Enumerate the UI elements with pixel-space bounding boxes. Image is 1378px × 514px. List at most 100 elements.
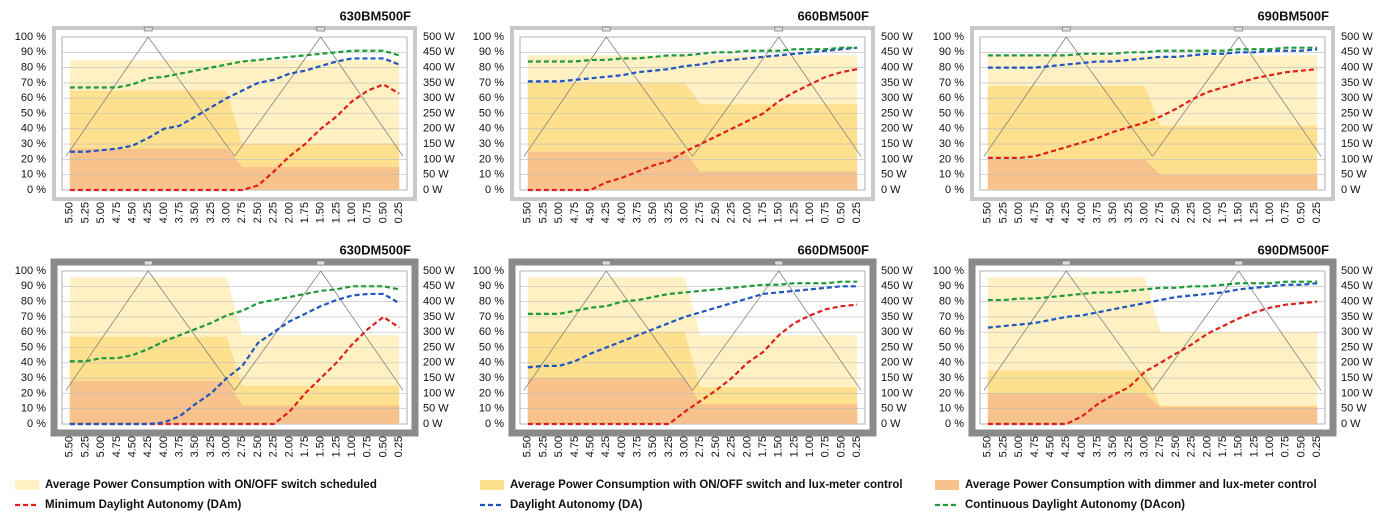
y2-tick-label: 300 W [423,92,455,104]
lamp [1234,26,1244,32]
x-tick-label: 5.00 [95,436,107,457]
y2-tick-label: 250 W [423,341,455,353]
x-tick-label: 3.25 [1123,436,1135,457]
y2-tick-label: 50 W [423,403,449,415]
y-tick-label: 30 % [21,372,46,384]
y-tick-label: 100 % [15,31,46,43]
x-tick-label: 5.00 [1013,202,1025,223]
autonomy-line [527,280,858,315]
power-area [69,148,400,190]
y-tick-label: 90 % [479,280,504,292]
autonomy-line [69,315,400,426]
x-tick-label: 4.00 [616,436,628,457]
x-tick-label: 3.50 [647,202,659,223]
y2-tick-label: 400 W [1341,296,1373,308]
y-tick-label: 20 % [939,153,964,165]
x-tick-label: 3.75 [174,202,186,223]
lamp-cone [983,36,1322,157]
y2-tick-label: 300 W [881,92,913,104]
y2-tick-label: 100 W [423,153,455,165]
x-tick-label: 1.00 [346,202,358,223]
x-tick-label: 5.50 [522,202,534,223]
y2-tick-label: 350 W [1341,311,1373,323]
y-tick-label: 50 % [939,341,964,353]
autonomy-line [987,46,1318,57]
y2-tick-label: 400 W [1341,62,1373,74]
y2-tick-label: 100 W [1341,153,1373,165]
autonomy-line [987,48,1318,69]
y-tick-label: 20 % [939,387,964,399]
y-tick-label: 30 % [479,372,504,384]
chart-title: 690BM500F [1257,8,1329,23]
x-tick-label: 2.75 [1154,436,1166,457]
legend-swatch [480,480,504,490]
x-tick-label: 4.75 [1029,202,1041,223]
y2-tick-label: 250 W [423,107,455,119]
y2-tick-label: 500 W [881,265,913,277]
x-tick-label: 2.25 [726,436,738,457]
x-tick-label: 0.25 [1311,202,1323,223]
x-tick-label: 5.50 [64,202,76,223]
x-tick-label: 3.75 [632,436,644,457]
y-tick-label: 40 % [939,357,964,369]
x-tick-label: 5.00 [95,202,107,223]
x-tick-label: 1.75 [299,436,311,457]
x-tick-label: 2.25 [268,202,280,223]
lamp [601,260,611,266]
x-tick-label: 2.25 [268,436,280,457]
y2-tick-label: 0 W [423,184,443,196]
y-tick-label: 70 % [479,311,504,323]
x-tick-label: 0.50 [377,202,389,223]
y2-tick-label: 100 W [423,387,455,399]
legend-label: Daylight Autonomy (DA) [510,499,643,511]
x-tick-label: 4.75 [111,202,123,223]
y2-tick-label: 300 W [1341,326,1373,338]
x-tick-label: 1.00 [346,436,358,457]
y2-tick-label: 200 W [423,357,455,369]
y2-tick-label: 200 W [423,123,455,135]
y-tick-label: 100 % [933,265,964,277]
legend-label: Continuous Daylight Autonomy (DAcon) [965,499,1185,511]
autonomy-line [69,83,400,192]
x-tick-label: 4.75 [569,436,581,457]
legend-swatch [15,480,39,490]
x-tick-label: 1.00 [804,436,816,457]
y2-tick-label: 350 W [881,77,913,89]
y2-tick-label: 500 W [423,31,455,43]
x-tick-label: 2.00 [283,202,295,223]
power-area [69,381,400,424]
legend-label: Minimum Daylight Autonomy (DAm) [45,499,242,511]
x-tick-label: 2.50 [1170,202,1182,223]
x-tick-label: 1.50 [315,202,327,223]
y-tick-label: 70 % [939,77,964,89]
x-tick-label: 3.00 [1139,202,1151,223]
y2-tick-label: 50 W [423,169,449,181]
x-tick-label: 3.75 [632,202,644,223]
y-tick-label: 80 % [939,296,964,308]
x-tick-label: 0.75 [362,202,374,223]
y-tick-label: 60 % [21,92,46,104]
x-tick-label: 0.75 [820,202,832,223]
x-tick-label: 0.50 [835,436,847,457]
y2-tick-label: 0 W [881,184,901,196]
y-tick-label: 20 % [21,387,46,399]
lamp [143,26,153,32]
y2-tick-label: 200 W [881,123,913,135]
y2-tick-label: 350 W [881,311,913,323]
y2-tick-label: 50 W [881,169,907,181]
y2-tick-label: 350 W [423,77,455,89]
y2-tick-label: 400 W [423,62,455,74]
x-tick-label: 0.50 [835,202,847,223]
x-tick-label: 1.25 [330,436,342,457]
x-tick-label: 1.75 [299,202,311,223]
y-tick-label: 40 % [479,357,504,369]
x-tick-label: 0.25 [851,202,863,223]
x-tick-label: 4.00 [1076,202,1088,223]
x-tick-label: 2.00 [283,436,295,457]
y2-tick-label: 400 W [881,296,913,308]
y2-tick-label: 500 W [423,265,455,277]
x-tick-label: 1.25 [1248,436,1260,457]
x-tick-label: 5.00 [1013,436,1025,457]
x-tick-label: 4.50 [1044,202,1056,223]
